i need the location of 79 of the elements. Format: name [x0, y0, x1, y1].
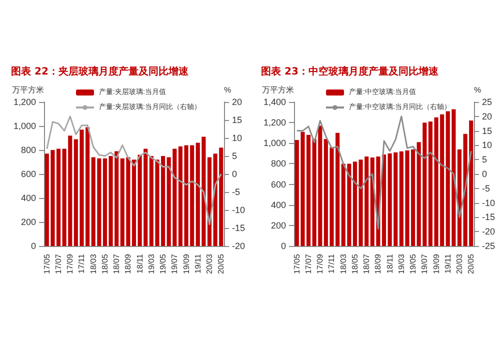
y2-tick-label: 10 [232, 133, 242, 143]
x-tick-label: 19/03 [396, 253, 406, 274]
y2-tick-label: -10 [232, 205, 246, 215]
x-tick-label: 17/05 [292, 253, 302, 274]
y2-tick-label: 15 [482, 126, 492, 136]
x-tick-label: 17/09 [66, 253, 75, 274]
y-tick-label: 1,200 [263, 118, 286, 128]
y2-tick-label: -5 [232, 187, 240, 197]
x-tick-label: 17/05 [42, 253, 52, 274]
y2-tick-label: -10 [482, 198, 496, 208]
x-tick-label: 18/11 [135, 253, 144, 274]
x-tick-label: 19/07 [170, 253, 180, 274]
x-tick-label: 18/07 [362, 253, 372, 274]
y2-tick-label: 20 [482, 111, 492, 122]
y2-tick-label: 5 [232, 151, 238, 161]
line-series [46, 116, 222, 226]
x-tick-label: 18/07 [112, 253, 122, 274]
y2-tick-label: -5 [482, 183, 490, 194]
y2-tick-label: -15 [232, 223, 246, 233]
x-tick-label: 19/05 [408, 253, 418, 274]
y-tick-label: 200 [20, 217, 36, 227]
y-axis-title: 万平方米 [12, 86, 44, 94]
y-tick-label: 1,200 [13, 97, 36, 107]
y-axis-title: 万平方米 [262, 86, 294, 94]
x-tick-label: 18/09 [124, 253, 133, 274]
x-tick-label: 20/05 [466, 253, 476, 274]
y-tick-label: 0 [30, 241, 36, 251]
y-tick-label: 200 [270, 220, 286, 230]
y-tick-label: 400 [270, 200, 286, 210]
bar [132, 160, 136, 246]
y2-tick-label: 10 [482, 140, 492, 150]
y-tick-label: 1,000 [263, 138, 286, 148]
y2-tick-label: 25 [482, 97, 492, 107]
chart-title: 图表 23：中空玻璃月度产量及同比增速 [261, 66, 440, 78]
x-tick-label: 20/03 [204, 253, 214, 274]
y2-tick-label: 0 [232, 169, 238, 179]
x-tick-label: 18/05 [100, 253, 110, 274]
x-tick-label: 19/11 [193, 253, 202, 274]
x-tick-label: 17/09 [316, 253, 325, 274]
y2-tick-label: -15 [482, 212, 496, 222]
x-tick-label: 18/11 [385, 253, 394, 274]
y-tick-label: 400 [20, 193, 36, 203]
chart-title: 图表 22：夹层玻璃月度产量及同比增速 [11, 66, 190, 78]
x-tick-label: 18/09 [374, 253, 383, 274]
x-tick-label: 18/05 [350, 253, 360, 274]
y2-tick-label: 5 [482, 154, 488, 165]
x-tick-label: 17/07 [54, 253, 64, 274]
y-tick-label: 0 [280, 241, 286, 251]
x-tick-label: 19/09 [182, 253, 191, 274]
x-tick-label: 19/05 [158, 253, 168, 274]
y-tick-label: 1,000 [13, 121, 36, 131]
x-tick-label: 17/11 [77, 253, 86, 274]
y2-axis-title: % [224, 86, 232, 94]
bar [306, 134, 311, 246]
x-tick-label: 20/03 [454, 253, 464, 274]
x-tick-label: 18/03 [338, 253, 348, 274]
y2-tick-label: -20 [482, 226, 496, 237]
x-tick-label: 19/07 [420, 253, 430, 274]
x-tick-label: 17/07 [304, 253, 314, 274]
y2-tick-label: 15 [232, 115, 242, 125]
y-tick-label: 1,400 [263, 97, 286, 107]
y-tick-label: 600 [20, 169, 36, 179]
y2-axis-title: % [474, 86, 482, 94]
x-tick-label: 18/03 [88, 253, 98, 274]
bar [56, 148, 61, 246]
x-tick-label: 19/09 [432, 253, 441, 274]
x-tick-label: 17/11 [327, 253, 336, 274]
x-tick-label: 20/05 [216, 253, 226, 274]
y2-tick-label: -25 [482, 241, 496, 251]
x-tick-label: 19/11 [443, 253, 452, 274]
y2-tick-label: -20 [232, 241, 246, 251]
y-tick-label: 800 [270, 158, 286, 169]
y-tick-label: 600 [270, 179, 286, 190]
x-tick-label: 19/03 [146, 253, 156, 274]
line-series [296, 116, 472, 230]
y-tick-label: 800 [20, 145, 36, 155]
y2-tick-label: 0 [482, 169, 488, 179]
bar [382, 154, 386, 246]
y2-tick-label: 20 [232, 97, 242, 107]
